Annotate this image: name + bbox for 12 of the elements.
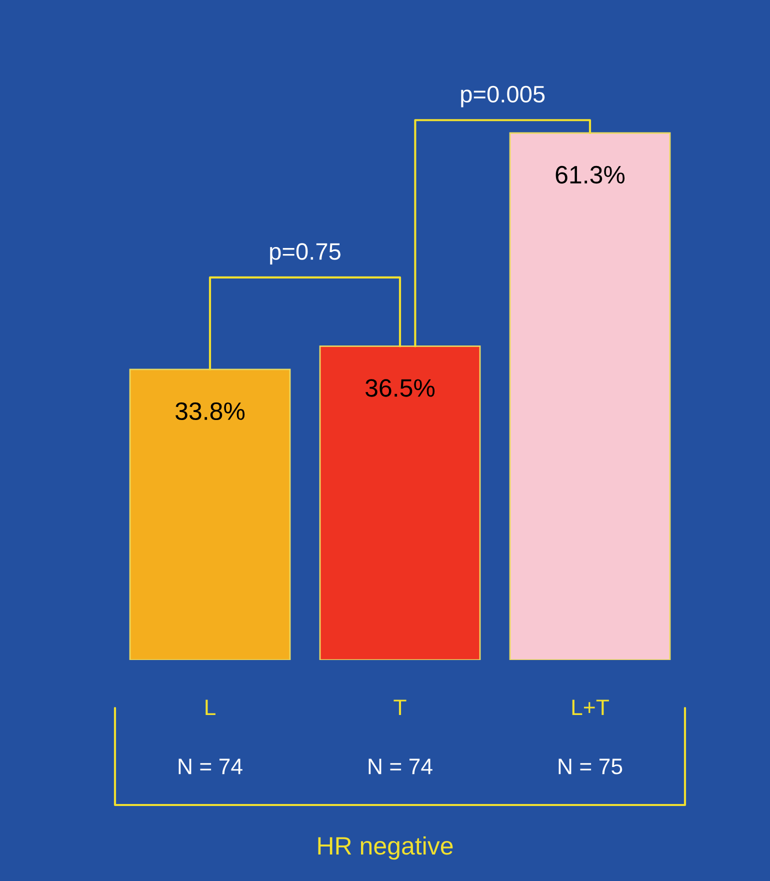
- x-tick-label: L: [206, 700, 216, 715]
- text: N = 74: [178, 758, 242, 774]
- x-tick-label: T: [394, 700, 406, 715]
- data-label: 61.3%: [556, 166, 625, 184]
- x-axis-title: HR negative: [318, 836, 453, 860]
- data-label: 36.5%: [366, 379, 435, 397]
- text: p=0.005: [461, 86, 545, 108]
- x-tick-label: L+T: [572, 700, 609, 715]
- data-label: 33.8%: [176, 402, 245, 420]
- annotation: p=0.75: [270, 243, 340, 265]
- text: N = 74: [368, 758, 432, 774]
- text: N = 75: [558, 758, 622, 774]
